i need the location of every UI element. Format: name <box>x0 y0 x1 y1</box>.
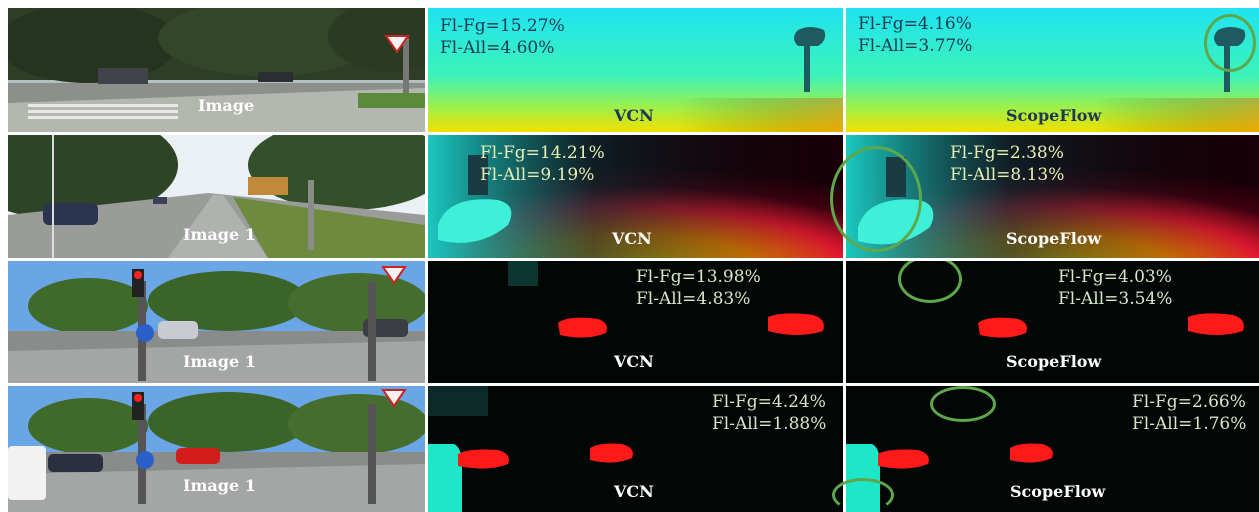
method-label: ScopeFlow <box>1006 106 1102 125</box>
image-label: Image 1 <box>183 352 256 371</box>
fl-fg-metric: Fl-Fg=15.27% <box>440 16 565 36</box>
vcn-flow-row-4: Fl-Fg=4.24% Fl-All=1.88% VCN <box>428 386 843 512</box>
fl-all-metric: Fl-All=3.77% <box>858 36 973 56</box>
fl-fg-metric: Fl-Fg=14.21% <box>480 143 605 163</box>
fl-fg-metric: Fl-Fg=2.66% <box>1132 392 1246 412</box>
fl-all-metric: Fl-All=9.19% <box>480 165 595 185</box>
method-label: VCN <box>612 229 652 248</box>
highlight-circle <box>832 478 894 512</box>
method-label: VCN <box>614 482 654 501</box>
image-label: Image <box>198 96 255 115</box>
input-image-row-1: Image <box>8 8 425 132</box>
vcn-flow-row-2: Fl-Fg=14.21% Fl-All=9.19% VCN <box>428 135 843 258</box>
image-label: Image 1 <box>183 225 256 244</box>
method-label: ScopeFlow <box>1006 352 1102 371</box>
method-label: VCN <box>614 352 654 371</box>
fl-all-metric: Fl-All=4.60% <box>440 38 555 58</box>
input-image-row-3: Image 1 <box>8 261 425 383</box>
fl-all-metric: Fl-All=3.54% <box>1058 289 1173 309</box>
fl-fg-metric: Fl-Fg=13.98% <box>636 267 761 287</box>
fl-all-metric: Fl-All=8.13% <box>950 165 1065 185</box>
image-label: Image 1 <box>183 476 256 495</box>
fl-fg-metric: Fl-Fg=4.24% <box>712 392 826 412</box>
highlight-circle <box>1204 14 1256 72</box>
vcn-flow-row-3: Fl-Fg=13.98% Fl-All=4.83% VCN <box>428 261 843 383</box>
method-label: VCN <box>614 106 654 125</box>
method-label: ScopeFlow <box>1010 482 1106 501</box>
fl-fg-metric: Fl-Fg=4.03% <box>1058 267 1172 287</box>
input-image-row-4: Image 1 <box>8 386 425 512</box>
scopeflow-flow-row-3: Fl-Fg=4.03% Fl-All=3.54% ScopeFlow <box>846 261 1259 383</box>
input-image-row-2: Image 1 <box>8 135 425 258</box>
method-label: ScopeFlow <box>1006 229 1102 248</box>
fl-fg-metric: Fl-Fg=4.16% <box>858 14 972 34</box>
fl-fg-metric: Fl-Fg=2.38% <box>950 143 1064 163</box>
vcn-flow-row-1: Fl-Fg=15.27% Fl-All=4.60% VCN <box>428 8 843 132</box>
fl-all-metric: Fl-All=4.83% <box>636 289 751 309</box>
highlight-circle <box>898 261 962 303</box>
fl-all-metric: Fl-All=1.88% <box>712 414 827 434</box>
fl-all-metric: Fl-All=1.76% <box>1132 414 1247 434</box>
highlight-circle <box>830 146 922 252</box>
scopeflow-flow-row-4: Fl-Fg=2.66% Fl-All=1.76% ScopeFlow <box>846 386 1259 512</box>
scopeflow-flow-row-1: Fl-Fg=4.16% Fl-All=3.77% ScopeFlow <box>846 8 1259 132</box>
highlight-circle <box>930 386 996 422</box>
